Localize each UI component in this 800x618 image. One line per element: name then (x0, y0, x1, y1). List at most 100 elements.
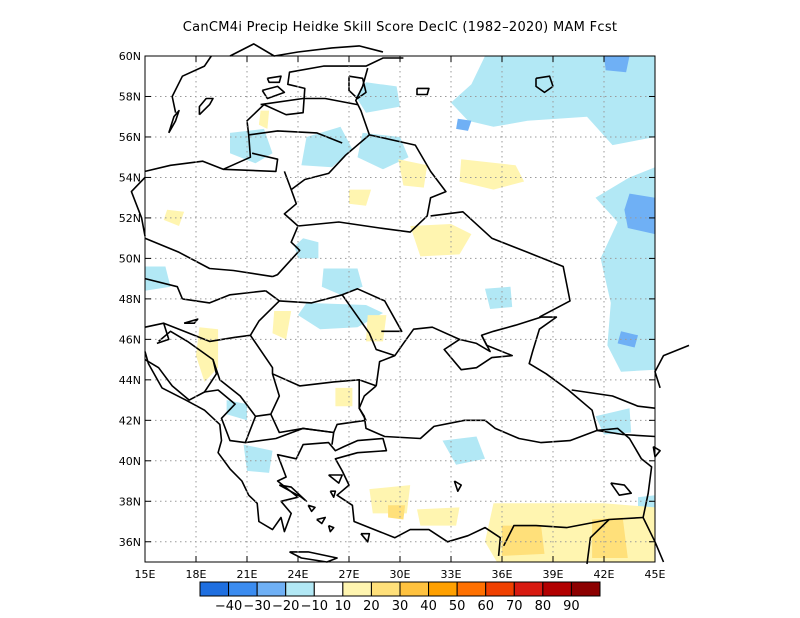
lat-label: 50N (119, 252, 141, 265)
border-ukraine-russia (430, 211, 571, 318)
colorbar-swatch (428, 581, 458, 597)
colorbar-swatch (256, 581, 287, 597)
island-gotland (198, 97, 214, 116)
shade-blue2-volga (624, 193, 655, 235)
lon-label: 21E (237, 568, 258, 581)
coast-baltic-south (144, 57, 404, 173)
longitude-labels: 15E 18E 21E 24E 27E 30E 33E 36E 39E 42E 45E (135, 568, 666, 581)
island-crete (289, 551, 338, 563)
colorbar-label: 90 (563, 599, 580, 614)
colorbar-label: 60 (477, 599, 494, 614)
coast-blacksea-south (358, 385, 598, 444)
lat-label: 56N (119, 131, 141, 144)
map-ticks (144, 55, 656, 562)
colorbar-swatch (199, 581, 230, 597)
coast-blacksea-north (375, 316, 598, 431)
colorbar-label: 20 (363, 599, 380, 614)
colorbar-label: 50 (449, 599, 466, 614)
border-serbia (212, 334, 281, 418)
lat-label: 36N (119, 536, 141, 549)
coast-sweden (171, 55, 212, 113)
island-cyclades-c (327, 524, 335, 533)
border-latvia-lithuania (248, 130, 343, 144)
colorbar-swatch (285, 581, 315, 597)
lon-label: 24E (288, 568, 309, 581)
colorbar-label: 40 (420, 599, 437, 614)
island-cyclades-a (316, 516, 327, 525)
border-romania-ukraine (279, 293, 396, 357)
lat-label: 60N (119, 50, 141, 63)
colorbar-label: 80 (535, 599, 552, 614)
border-baltic-russia (354, 67, 371, 136)
border-greece-north (245, 427, 335, 445)
shade-blue-hungary-w (145, 266, 171, 291)
shade-blue2-north (604, 56, 630, 73)
island-hiiumaa (266, 75, 282, 84)
island-cyclades-b (307, 504, 316, 513)
shade-yellow-poland (258, 110, 270, 129)
shade-blue-smolensk (357, 132, 409, 170)
colorbar-swatch (228, 581, 258, 597)
lat-label: 38N (119, 495, 141, 508)
shade-yellow-russia (459, 159, 525, 190)
lat-lon-grid (145, 55, 655, 562)
lake-peipus (348, 75, 367, 100)
colorbar-labels: −40 −30 −20 −10 10 20 30 40 50 60 70 80 90 (215, 599, 580, 614)
lat-label: 44N (119, 374, 141, 387)
island-saaremaa (261, 85, 286, 100)
lon-label: 27E (339, 568, 360, 581)
lon-label: 18E (186, 568, 207, 581)
shade-yellow-ukraine-n (349, 189, 372, 206)
coast-adriatic (144, 351, 502, 556)
border-croatia-bosnia (144, 330, 218, 401)
colorbar-swatch (456, 581, 487, 597)
island-chios (329, 490, 337, 499)
lon-label: 15E (135, 568, 156, 581)
border-latvia-estonia (260, 97, 358, 106)
map-title: CanCM4i Precip Heidke Skill Score DecIC … (182, 20, 618, 35)
colorbar-swatch (370, 581, 401, 597)
shade-blue-balkans (226, 400, 247, 421)
island-rhodes (360, 532, 371, 543)
lon-label: 39E (543, 568, 564, 581)
lake-rybinsk (535, 75, 554, 94)
latitude-labels: 60N 58N 56N 54N 52N 50N 48N 46N 44N 42N 40N 38N 36N (119, 50, 141, 549)
coast-finland (229, 43, 384, 57)
shade-blue-azov (485, 286, 513, 309)
lake-ilmen (416, 87, 430, 96)
border-slovenia (144, 322, 170, 345)
colorbar-label: −20 (272, 599, 299, 614)
colorbar-swatch (342, 581, 372, 597)
colorbar-label: −10 (301, 599, 328, 614)
border-czech-austria (144, 277, 184, 300)
shade-blue-balticstates (355, 82, 400, 113)
border-moldova-ukraine (341, 287, 403, 333)
lake-sevan (652, 445, 661, 458)
lat-label: 58N (119, 90, 141, 103)
border-turkey-syria (502, 516, 644, 547)
colorbar-swatch (570, 581, 601, 597)
shade-yellow2-aegean (388, 505, 406, 520)
shade-yellow-belarus (398, 159, 428, 188)
border-iraq-syria (586, 518, 610, 565)
shade-blue2-caspian (617, 331, 638, 348)
border-hungary-romania (234, 290, 281, 339)
lat-label: 52N (119, 212, 141, 225)
border-belarus (290, 134, 447, 233)
coast-caspian (654, 344, 690, 389)
lon-label: 36E (492, 568, 513, 581)
border-hungary-south (163, 322, 236, 343)
border-kaliningrad (223, 152, 279, 173)
coast-azov-crimea (459, 334, 491, 353)
shade-yellow-moldova (366, 315, 387, 342)
border-romania-south (272, 373, 377, 387)
shade-blue-belarus (301, 126, 353, 168)
lon-label: 42E (594, 568, 615, 581)
colorbar-swatch (542, 581, 572, 597)
shade-blue2-center (456, 118, 472, 131)
lat-label: 54N (119, 171, 141, 184)
shade-yellow2-levant (502, 525, 545, 556)
lake-tuz (453, 480, 463, 493)
shade-blue-ukraine-w (294, 238, 319, 259)
